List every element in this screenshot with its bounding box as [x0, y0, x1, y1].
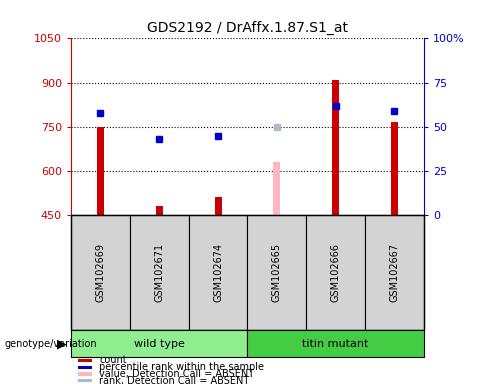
Text: percentile rank within the sample: percentile rank within the sample: [99, 362, 264, 372]
Text: genotype/variation: genotype/variation: [5, 339, 98, 349]
Bar: [189, 215, 247, 330]
Text: GSM102667: GSM102667: [390, 243, 399, 302]
Title: GDS2192 / DrAffx.1.87.S1_at: GDS2192 / DrAffx.1.87.S1_at: [147, 20, 348, 35]
Text: GSM102671: GSM102671: [154, 243, 164, 302]
Bar: [332, 79, 339, 215]
Bar: [273, 162, 280, 215]
Bar: [156, 206, 163, 215]
Text: ▶: ▶: [57, 337, 67, 350]
Bar: [71, 330, 247, 357]
Bar: [365, 215, 424, 330]
Text: value, Detection Call = ABSENT: value, Detection Call = ABSENT: [99, 369, 254, 379]
Bar: [78, 379, 92, 382]
Bar: [97, 127, 104, 215]
Text: GSM102669: GSM102669: [96, 243, 105, 302]
Bar: [78, 372, 92, 376]
Text: titin mutant: titin mutant: [302, 339, 369, 349]
Bar: [247, 330, 424, 357]
Text: GSM102665: GSM102665: [272, 243, 282, 302]
Text: count: count: [99, 356, 127, 366]
Bar: [215, 197, 221, 215]
Bar: [71, 215, 130, 330]
Text: GSM102674: GSM102674: [213, 243, 223, 302]
Bar: [306, 215, 365, 330]
Bar: [78, 359, 92, 362]
Text: wild type: wild type: [134, 339, 185, 349]
Bar: [130, 215, 189, 330]
Text: GSM102666: GSM102666: [331, 243, 341, 302]
Text: rank, Detection Call = ABSENT: rank, Detection Call = ABSENT: [99, 376, 249, 384]
Bar: [247, 215, 306, 330]
Bar: [391, 122, 398, 215]
Bar: [78, 366, 92, 369]
